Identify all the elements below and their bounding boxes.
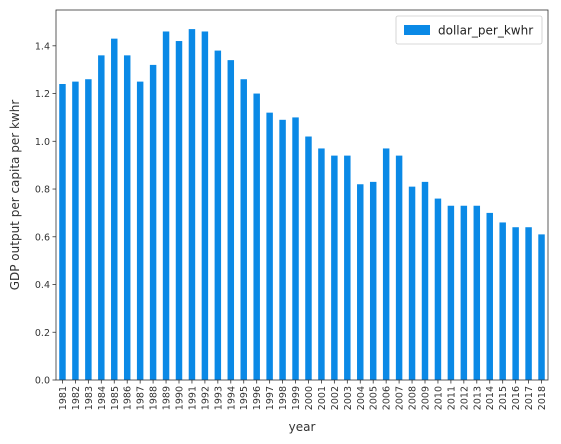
x-tick-label: 2006 bbox=[382, 386, 393, 410]
x-tick-label: 1983 bbox=[84, 386, 95, 410]
x-tick-label: 2018 bbox=[537, 386, 548, 410]
bar-1986 bbox=[123, 55, 131, 381]
bar-1982 bbox=[72, 81, 79, 380]
bar-2000 bbox=[305, 136, 312, 380]
bar-2015 bbox=[499, 222, 506, 380]
x-tick-label: 1993 bbox=[213, 386, 224, 410]
legend: dollar_per_kwhr bbox=[395, 15, 543, 45]
x-tick-label: 2003 bbox=[343, 386, 354, 410]
x-axis-label: year bbox=[289, 420, 316, 434]
bar-1995 bbox=[240, 79, 247, 381]
bar-1997 bbox=[266, 112, 273, 380]
x-tick-label: 1988 bbox=[149, 386, 160, 410]
x-tick-label: 1994 bbox=[226, 386, 237, 410]
x-tick-label: 2005 bbox=[369, 386, 380, 410]
bar-2017 bbox=[525, 227, 532, 380]
x-tick-label: 1984 bbox=[97, 386, 108, 410]
bars-group bbox=[59, 29, 545, 381]
bar-1994 bbox=[227, 60, 235, 381]
x-tick-label: 1996 bbox=[252, 386, 263, 410]
x-tick-label: 2007 bbox=[395, 386, 406, 410]
x-tick-label: 1989 bbox=[162, 386, 173, 410]
x-tick-label: 1981 bbox=[58, 386, 69, 410]
bar-2018 bbox=[538, 234, 545, 380]
x-tick-label: 2013 bbox=[472, 386, 483, 410]
bar-2008 bbox=[408, 186, 416, 380]
bar-2001 bbox=[318, 148, 325, 380]
bar-2005 bbox=[369, 181, 377, 380]
x-tick-label: 2009 bbox=[421, 386, 432, 410]
bar-1999 bbox=[292, 117, 299, 380]
x-tick-label: 2004 bbox=[356, 386, 367, 410]
legend-swatch bbox=[404, 25, 430, 35]
y-tick-label: 0.0 bbox=[35, 376, 50, 387]
x-tick-label: 2008 bbox=[408, 386, 419, 410]
bar-2010 bbox=[434, 198, 442, 380]
bar-1996 bbox=[253, 93, 260, 380]
bar-1987 bbox=[136, 81, 144, 380]
x-tick-label: 2000 bbox=[304, 386, 315, 410]
x-tick-label: 2002 bbox=[330, 386, 341, 410]
y-tick-label: 0.6 bbox=[35, 232, 50, 243]
bar-2003 bbox=[344, 155, 351, 380]
bar-1993 bbox=[214, 50, 222, 380]
x-tick-label: 2014 bbox=[485, 386, 496, 410]
bar-1984 bbox=[98, 55, 105, 381]
bar-2013 bbox=[473, 205, 481, 380]
y-axis-label: GDP output per capita per kwhr bbox=[8, 100, 22, 291]
x-tick-label: 1987 bbox=[136, 386, 147, 410]
y-tick-label: 0.2 bbox=[35, 328, 50, 339]
bar-2012 bbox=[460, 205, 468, 380]
bar-2009 bbox=[421, 181, 429, 380]
bar-1983 bbox=[85, 79, 92, 381]
bar-2016 bbox=[512, 227, 519, 380]
plot-frame bbox=[55, 9, 549, 381]
bar-1990 bbox=[175, 41, 183, 380]
bar-1992 bbox=[201, 31, 209, 380]
x-tick-label: 2017 bbox=[524, 386, 535, 410]
x-tick-label: 1991 bbox=[187, 386, 198, 410]
y-axis: 0.0 0.2 0.4 0.6 0.8 1.0 1.2 1.4 bbox=[35, 41, 56, 387]
x-tick-label: 1998 bbox=[278, 386, 289, 410]
x-tick-label: 1982 bbox=[71, 386, 82, 410]
bar-1989 bbox=[162, 31, 170, 380]
bar-2006 bbox=[382, 148, 390, 380]
x-tick-label: 1997 bbox=[265, 386, 276, 410]
bar-2011 bbox=[447, 205, 455, 380]
x-tick-label: 1990 bbox=[175, 386, 186, 410]
y-tick-label: 1.0 bbox=[35, 137, 50, 148]
x-tick-label: 1985 bbox=[110, 386, 121, 410]
x-tick-label: 1986 bbox=[123, 386, 134, 410]
bar-2002 bbox=[331, 155, 338, 380]
x-tick-label: 2016 bbox=[511, 386, 522, 410]
legend-label: dollar_per_kwhr bbox=[438, 24, 533, 38]
y-tick-label: 1.2 bbox=[35, 89, 50, 100]
bar-1981 bbox=[59, 84, 66, 380]
y-tick-label: 0.8 bbox=[35, 185, 50, 196]
bar-2007 bbox=[395, 155, 403, 380]
x-tick-label: 2015 bbox=[498, 386, 509, 410]
x-tick-label: 2012 bbox=[459, 386, 470, 410]
y-tick-label: 0.4 bbox=[35, 280, 50, 291]
x-tick-label: 2001 bbox=[317, 386, 328, 410]
x-tick-label: 1995 bbox=[239, 386, 250, 410]
bar-1998 bbox=[279, 119, 286, 380]
bar-2014 bbox=[486, 212, 493, 380]
y-tick-label: 1.4 bbox=[35, 41, 50, 52]
legend-box bbox=[395, 15, 543, 45]
bar-2004 bbox=[357, 184, 364, 380]
bar-1991 bbox=[188, 29, 196, 381]
x-tick-label: 2011 bbox=[446, 386, 457, 410]
bar-1988 bbox=[149, 64, 157, 380]
x-axis: 1981 1982 1983 1984 1985 1986 1987 1988 1989 1990… bbox=[58, 380, 548, 410]
x-tick-label: 2010 bbox=[433, 386, 444, 410]
x-tick-label: 1992 bbox=[200, 386, 211, 410]
bar-1985 bbox=[111, 38, 118, 380]
x-tick-label: 1999 bbox=[291, 386, 302, 410]
